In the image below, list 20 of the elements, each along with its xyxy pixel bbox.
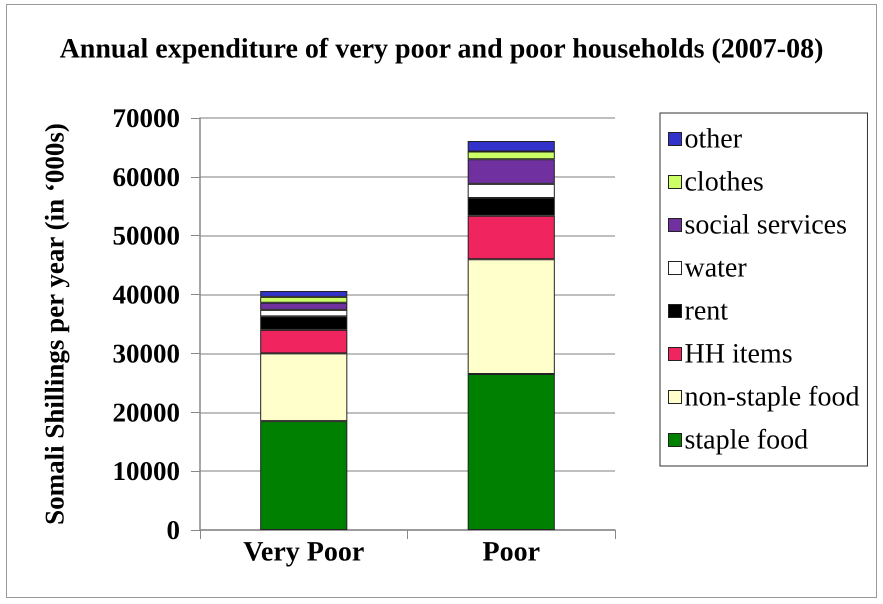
y-tick-label: 10000 <box>112 456 180 486</box>
y-tick-label: 50000 <box>112 220 180 251</box>
legend-label: HH items <box>684 338 793 370</box>
x-tick-label: Very Poor <box>243 536 364 568</box>
legend-label: water <box>684 252 748 284</box>
legend-label: non-staple food <box>684 382 860 412</box>
chart-title: Annual expenditure of very poor and poor households (2007-08) <box>60 34 824 64</box>
y-tick-label: 30000 <box>112 338 180 368</box>
x-tick-label: Poor <box>482 536 540 568</box>
y-tick-label: 40000 <box>112 280 180 310</box>
legend-label: clothes <box>684 166 764 198</box>
y-tick-label: 0 <box>166 515 180 545</box>
legend-label: other <box>684 124 743 154</box>
legend-label: staple food <box>684 424 808 456</box>
y-tick-label: 70000 <box>112 103 180 133</box>
y-tick-label: 60000 <box>112 162 180 192</box>
legend-label: rent <box>684 296 728 326</box>
legend-label: social services <box>684 210 847 240</box>
y-tick-label: 20000 <box>112 397 180 428</box>
y-axis-title: Somali Shillings per year (in ‘000s) <box>40 123 70 525</box>
